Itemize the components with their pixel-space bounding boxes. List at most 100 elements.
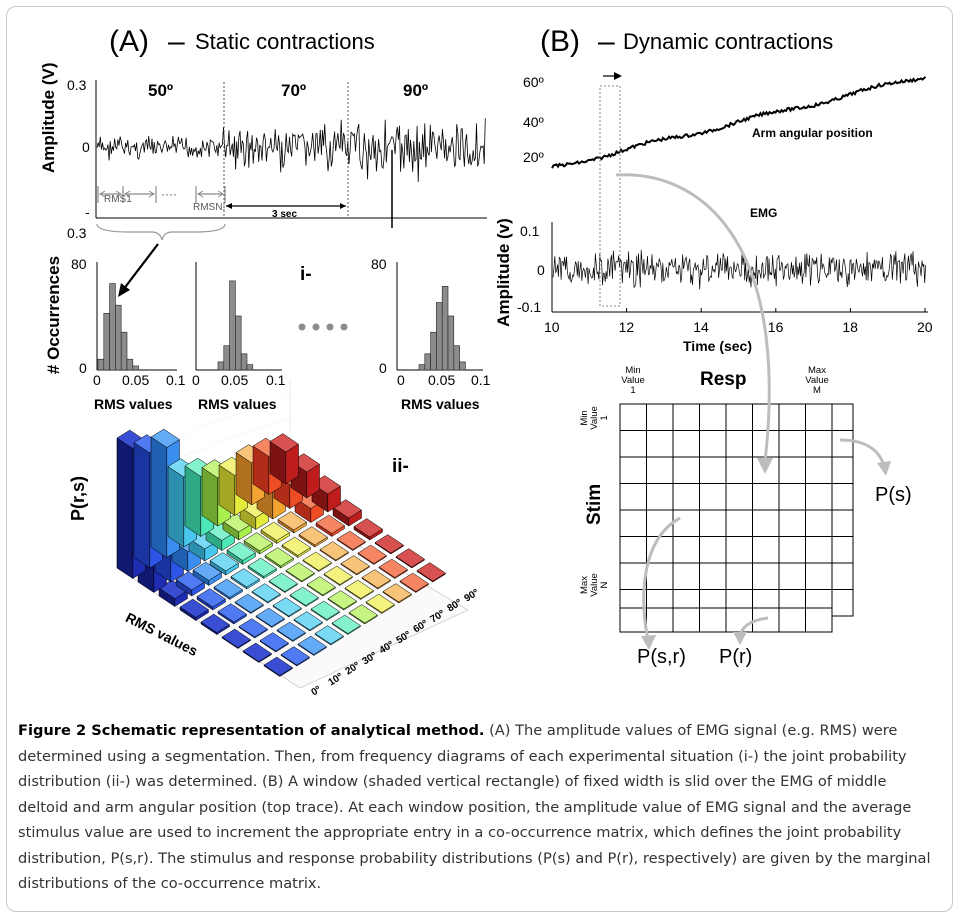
matrix-cell [752, 562, 780, 590]
stim-marginal-cell [831, 562, 854, 590]
figure-frame [6, 6, 953, 912]
window-to-matrix-arrow-head [757, 458, 773, 474]
matrix-cell [725, 509, 753, 537]
matrix-cell [619, 483, 647, 511]
bar3d-bar-top [344, 579, 374, 599]
resp-marginal-cell [672, 607, 700, 633]
max-value-col-label: Max Value M [805, 365, 829, 396]
hist3-xtick-2: 0.1 [471, 372, 491, 388]
matrix-cell [619, 509, 647, 537]
signal-traces [95, 72, 928, 313]
bar3d-bar-top [285, 562, 315, 582]
segment-brace [96, 223, 226, 241]
bar3d-bar-top [150, 428, 180, 448]
bar3d-bar-top [221, 628, 251, 648]
ellipsis-dot [326, 323, 334, 331]
hist3-xtick-1: 0.05 [428, 372, 456, 388]
bar3d-bar-top [247, 557, 277, 577]
bar3d-zlabel: P(r,s) [68, 475, 88, 521]
hist1-xtick-1: 0.05 [122, 372, 150, 388]
panel-b-ytick-0: 0.1 [520, 223, 540, 239]
panel-a-emg-trace [96, 118, 486, 183]
matrix-cell [672, 483, 700, 511]
bar3d-bar-top [357, 544, 387, 564]
hist3-bar [430, 331, 437, 371]
hist2-bar [229, 280, 236, 371]
panel-b-title: Dynamic contractions [623, 29, 834, 54]
matrix-cell [619, 562, 647, 590]
matrix-cell [805, 562, 833, 590]
figure-caption: Figure 2 Schematic representation of ana… [18, 718, 938, 897]
max-value-row-label: Max Value N [579, 573, 610, 597]
matrix-cell [699, 430, 727, 458]
rms-arrowhead [115, 190, 122, 198]
segment-70: 70º [281, 81, 307, 100]
matrix-cell [672, 536, 700, 564]
bar3d-bar-top [280, 646, 310, 666]
matrix-cell [699, 403, 727, 431]
marginal-s-arrow-head [877, 461, 891, 476]
rms-arrowhead [197, 190, 204, 198]
brace-to-hist-arrowhead [118, 283, 130, 297]
hist2-xlabel: RMS values [198, 396, 277, 412]
matrix-cell [725, 430, 753, 458]
emg-label: EMG [750, 206, 778, 220]
matrix-cell [778, 483, 806, 511]
matrix-cell [725, 456, 753, 484]
bar3d-bar-top [382, 583, 412, 603]
histograms [96, 262, 483, 371]
matrix-cell [672, 403, 700, 431]
marginal-r-arrow-head [733, 632, 747, 645]
bar3d-bar-top [226, 541, 256, 561]
bar3d-bar-top [340, 555, 370, 575]
hist1-bar [126, 358, 134, 371]
matrix-cell [646, 562, 674, 590]
matrix-cell [805, 403, 833, 431]
bar3d-bar-top [269, 433, 299, 453]
matrix-cell [619, 403, 647, 431]
matrix-cell [725, 562, 753, 590]
bar3d-bar-top [230, 568, 260, 588]
matrix-cell [805, 483, 833, 511]
hist2-xtick-2: 0.1 [266, 372, 286, 388]
bar3d-bar-top [217, 603, 247, 623]
bar3d-bar-top [213, 578, 243, 598]
bar3d-bar-top [209, 552, 239, 572]
bar3d-bar-top [323, 565, 353, 585]
panel-b-xtick: 20 [917, 319, 933, 335]
hist2-bar [240, 353, 248, 371]
resp-marginal-cell [619, 607, 647, 633]
bar3d-bar-top [255, 607, 285, 627]
bar3d-bar-top [353, 518, 383, 538]
angle-tick-40: 40º [523, 114, 544, 130]
stim-marginal-cell [831, 456, 854, 484]
matrix-cell [672, 562, 700, 590]
hist1-xlabel: RMS values [94, 396, 173, 412]
matrix-cell [778, 456, 806, 484]
hist1-bar [109, 283, 116, 371]
bar3d-bar-top [395, 548, 425, 568]
caption-title: Figure 2 Schematic representation of ana… [18, 722, 485, 739]
bar3d-bar-top [276, 621, 306, 641]
resp-marginal-cell [699, 607, 727, 633]
arm-angle-trace [551, 76, 927, 169]
min-value-col-label: Min Value 1 [621, 365, 645, 396]
figure-graphic [95, 72, 928, 689]
stim-marginal-cell [831, 483, 854, 511]
stim-marginal-cell [831, 430, 854, 458]
resp-marginal-cell [778, 607, 806, 633]
bar3d-bar-top [331, 614, 361, 634]
rms-arrowhead [148, 190, 155, 198]
panel-a-id: (A) [109, 25, 149, 58]
brace-to-hist-arrow [122, 243, 159, 291]
bar3d-bar-top [302, 551, 332, 571]
panel-b-ytick-1: 0 [537, 262, 545, 278]
bar3d-bar-side [116, 437, 134, 579]
bar3d-bar-top [192, 561, 222, 581]
bar3d-bar-side [184, 465, 202, 537]
bar3d-bar-top [336, 530, 366, 550]
matrix-cell [646, 509, 674, 537]
hist3-ytick-top: 80 [371, 256, 387, 272]
panel-b-emg-trace [552, 249, 926, 290]
rms-dots: ···· [161, 187, 177, 201]
